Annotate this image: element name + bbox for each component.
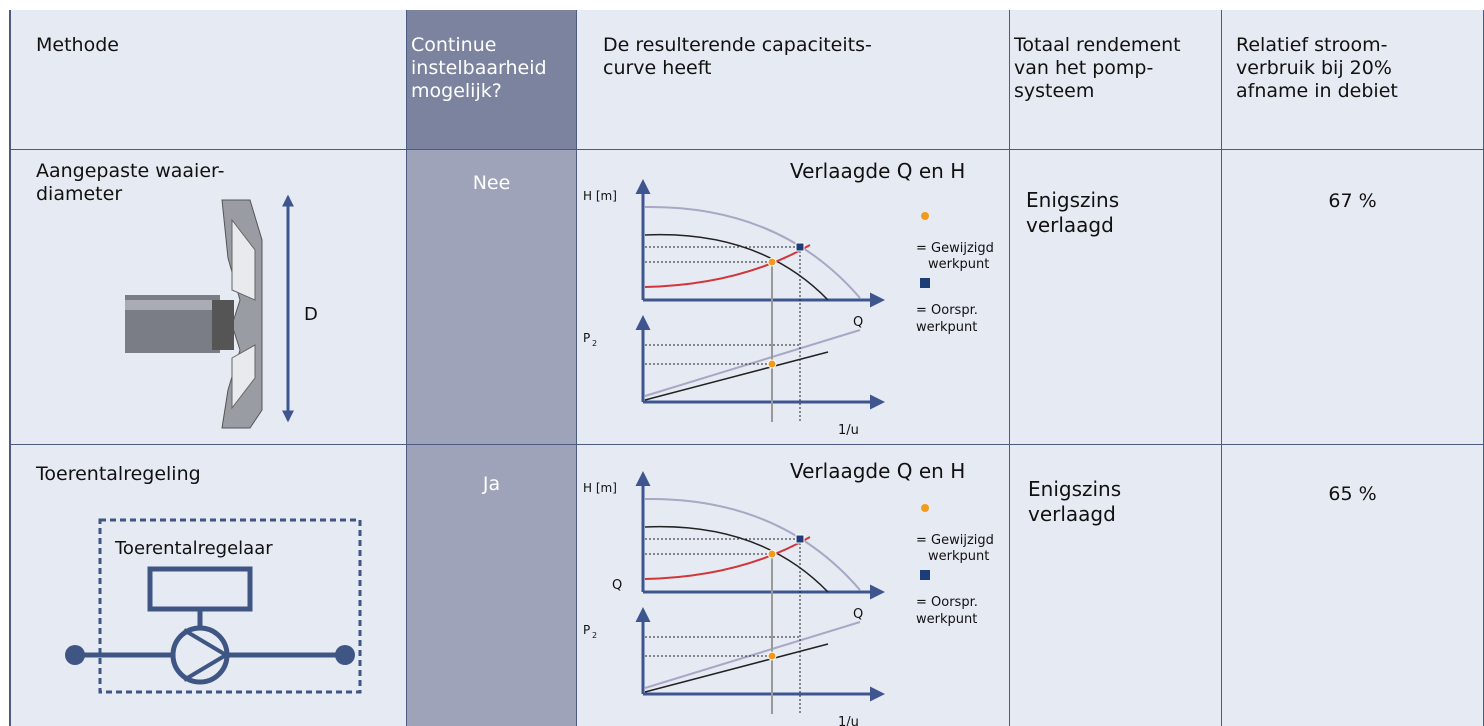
legend-square bbox=[920, 570, 930, 580]
curve bbox=[645, 622, 860, 688]
x-label: Q bbox=[853, 607, 863, 622]
figures: D Toerentalregelaar Verlaagde Q en H H [m… bbox=[0, 0, 1484, 726]
legend-text: werkpunt bbox=[928, 549, 989, 564]
controller-unit bbox=[150, 569, 250, 609]
y-label: H [m] bbox=[583, 189, 617, 203]
pump bbox=[173, 628, 227, 682]
pipe-end bbox=[65, 645, 85, 665]
legend-text: werkpunt bbox=[916, 320, 977, 335]
p-sub: 2 bbox=[592, 339, 597, 348]
legend-dot bbox=[921, 504, 929, 512]
original-point bbox=[796, 243, 804, 251]
bottom-label: 1/u bbox=[838, 423, 859, 438]
curve bbox=[645, 644, 828, 692]
legend-text: = Oorspr. bbox=[916, 303, 978, 318]
bottom-label: 1/u bbox=[838, 715, 859, 726]
figure-label: D bbox=[304, 304, 318, 325]
p-sub: 2 bbox=[592, 631, 597, 640]
curve bbox=[645, 330, 860, 396]
legend-dot bbox=[921, 212, 929, 220]
operating-point bbox=[768, 258, 776, 266]
hub bbox=[212, 300, 234, 350]
left-label: Q bbox=[612, 578, 622, 593]
legend-text: = Gewijzigd bbox=[916, 533, 994, 548]
page: Methode Continue instelbaarheid mogelijk… bbox=[0, 0, 1484, 726]
figure-label: Toerentalregelaar bbox=[114, 538, 273, 559]
p-label: P bbox=[583, 623, 590, 637]
original-point bbox=[796, 535, 804, 543]
pipe-end bbox=[335, 645, 355, 665]
legend-text: = Oorspr. bbox=[916, 595, 978, 610]
x-label: Q bbox=[853, 315, 863, 330]
shaft-highlight bbox=[125, 300, 220, 310]
impeller: D bbox=[125, 197, 318, 428]
chart-title: Verlaagde Q en H bbox=[790, 159, 965, 183]
curve bbox=[645, 352, 828, 400]
operating-point bbox=[768, 652, 776, 660]
p-label: P bbox=[583, 331, 590, 345]
chart-title: Verlaagde Q en H bbox=[790, 459, 965, 483]
legend-text: werkpunt bbox=[928, 257, 989, 272]
y-label: H [m] bbox=[583, 481, 617, 495]
legend-text: = Gewijzigd bbox=[916, 241, 994, 256]
operating-point bbox=[768, 360, 776, 368]
controller: Toerentalregelaar bbox=[65, 520, 360, 692]
legend-text: werkpunt bbox=[916, 612, 977, 627]
operating-point bbox=[768, 550, 776, 558]
legend-square bbox=[920, 278, 930, 288]
